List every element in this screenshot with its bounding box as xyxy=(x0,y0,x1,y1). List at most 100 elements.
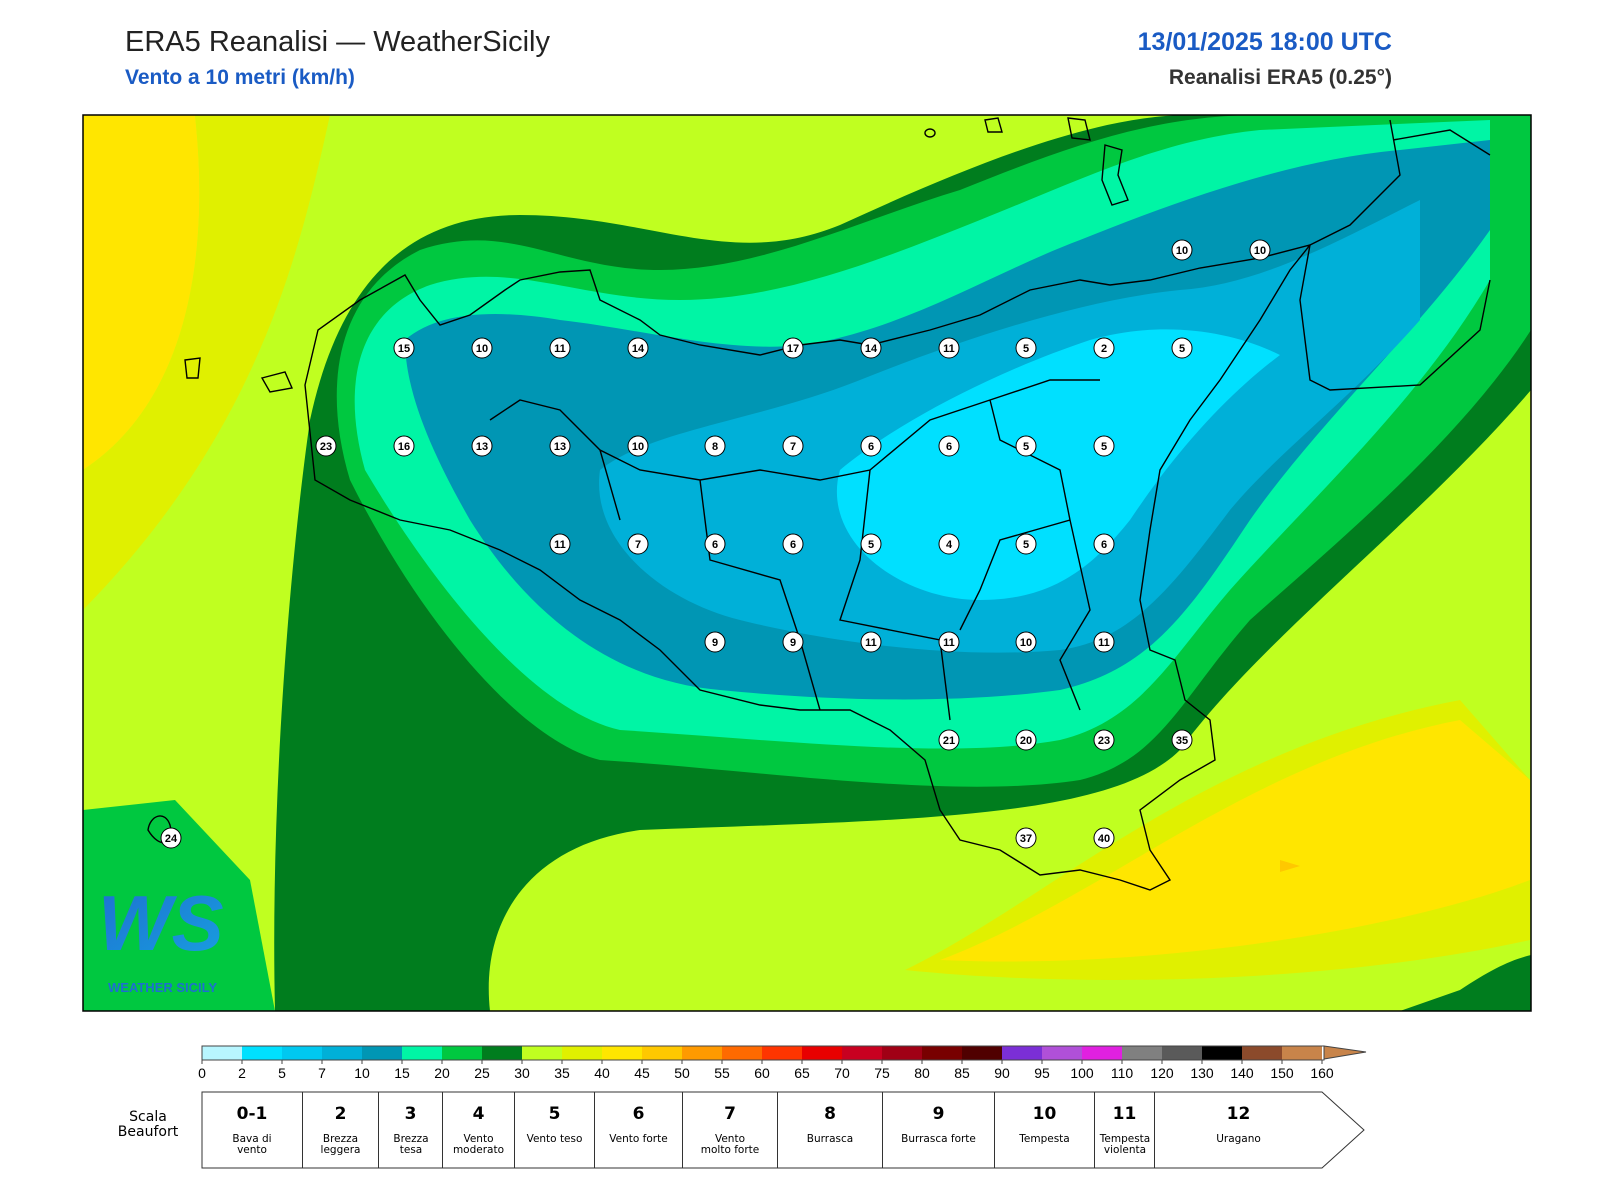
station-marker xyxy=(1015,631,1037,653)
colorbar-tick-label: 75 xyxy=(874,1065,890,1081)
beaufort-description: Bava di vento xyxy=(232,1133,272,1156)
station-value: 10 xyxy=(476,343,488,355)
coastlines xyxy=(147,117,1491,891)
beaufort-force: 11 xyxy=(1112,1104,1137,1124)
beaufort-frame xyxy=(201,1091,1365,1169)
colorbar-tick-label: 95 xyxy=(1034,1065,1050,1081)
station-value: 35 xyxy=(1176,735,1188,747)
beaufort-description: Vento forte xyxy=(609,1133,668,1145)
map-frame xyxy=(82,114,1532,1012)
station-value: 7 xyxy=(790,441,796,453)
station-marker xyxy=(627,337,649,359)
beaufort-force: 5 xyxy=(548,1104,561,1124)
colorbar-tick-label: 7 xyxy=(318,1065,326,1081)
title: ERA5 Reanalisi — WeatherSicily xyxy=(125,26,550,58)
station-value: 23 xyxy=(320,441,332,453)
station-value: 6 xyxy=(790,539,796,551)
beaufort-cell: 8 Burrasca xyxy=(777,1092,882,1168)
station-marker xyxy=(938,337,960,359)
colorbar-tick-label: 55 xyxy=(714,1065,730,1081)
colorbar-arrow xyxy=(1323,1045,1367,1060)
colorbar-segment xyxy=(762,1046,802,1060)
station-marker xyxy=(1171,239,1193,261)
station-value: 6 xyxy=(1101,539,1107,551)
station-marker xyxy=(1171,337,1193,359)
colorbar-tick-label: 45 xyxy=(634,1065,650,1081)
station-value: 21 xyxy=(943,735,955,747)
colorbar-tick-label: 5 xyxy=(278,1065,286,1081)
beaufort-cell: 3 Brezza tesa xyxy=(378,1092,442,1168)
beaufort-description: Burrasca xyxy=(806,1133,854,1145)
colorbar-segment xyxy=(602,1046,642,1060)
colorbar-segment xyxy=(642,1046,682,1060)
station-marker xyxy=(549,337,571,359)
colorbar-tick-label: 110 xyxy=(1111,1065,1134,1081)
beaufort-force: 4 xyxy=(472,1104,485,1124)
colorbar-tick-label: 160 xyxy=(1310,1065,1334,1081)
beaufort-cell: 12 Uragano xyxy=(1154,1092,1322,1168)
colorbar-tick-label: 65 xyxy=(794,1065,810,1081)
station-value: 16 xyxy=(398,441,410,453)
station-value: 14 xyxy=(865,343,878,355)
colorbar-segment xyxy=(1242,1046,1282,1060)
station-value: 11 xyxy=(943,343,955,355)
station-marker xyxy=(627,533,649,555)
station-marker xyxy=(1093,827,1115,849)
logo: WS WEATHER SICILY xyxy=(98,879,224,995)
beaufort-description: Vento molto forte xyxy=(700,1133,760,1156)
beaufort-description: Vento moderato xyxy=(452,1133,505,1156)
colorbar-segment xyxy=(1122,1046,1162,1060)
beaufort-cell: 2 Brezza leggera xyxy=(302,1092,378,1168)
station-value: 5 xyxy=(1023,441,1029,453)
station-value: 9 xyxy=(790,637,796,649)
beaufort-description: Burrasca forte xyxy=(901,1133,976,1145)
station-value: 8 xyxy=(712,441,718,453)
station-value: 2 xyxy=(1101,343,1107,355)
logo-text: WEATHER SICILY xyxy=(108,980,217,995)
station-marker xyxy=(1093,337,1115,359)
wind-field xyxy=(83,115,1531,1011)
colorbar-tick-label: 130 xyxy=(1190,1065,1214,1081)
station-value: 10 xyxy=(632,441,644,453)
station-marker xyxy=(860,337,882,359)
station-marker xyxy=(1015,435,1037,457)
colorbar-tick-label: 30 xyxy=(514,1065,530,1081)
colorbar-segment xyxy=(482,1046,522,1060)
beaufort-cell: 9 Burrasca forte xyxy=(882,1092,994,1168)
beaufort-label: Scala Beaufort xyxy=(117,1109,179,1140)
colorbar-tick-label: 80 xyxy=(914,1065,930,1081)
station-marker xyxy=(1015,729,1037,751)
station-marker xyxy=(704,631,726,653)
station-marker xyxy=(860,533,882,555)
station-marker xyxy=(1093,729,1115,751)
colorbar-segment xyxy=(842,1046,882,1060)
beaufort-force: 12 xyxy=(1226,1104,1251,1124)
colorbar-segment xyxy=(882,1046,922,1060)
station-value: 10 xyxy=(1020,637,1032,649)
station-marker xyxy=(938,533,960,555)
colorbar-segment xyxy=(722,1046,762,1060)
beaufort-description: Brezza tesa xyxy=(393,1133,429,1156)
station-marker xyxy=(1015,337,1037,359)
logo-mark: WS xyxy=(98,879,224,967)
colorbar-segment xyxy=(1082,1046,1122,1060)
station-marker xyxy=(1093,533,1115,555)
station-marker xyxy=(782,435,804,457)
beaufort-cell: 10 Tempesta xyxy=(994,1092,1094,1168)
station-marker xyxy=(704,533,726,555)
colorbar-tick-label: 25 xyxy=(474,1065,490,1081)
station-marker xyxy=(782,631,804,653)
station-marker xyxy=(938,729,960,751)
station-value: 37 xyxy=(1020,833,1032,845)
colorbar-tick-label: 20 xyxy=(434,1065,450,1081)
station-marker xyxy=(1015,533,1037,555)
colorbar-tick-label: 60 xyxy=(754,1065,770,1081)
station-marker xyxy=(1093,435,1115,457)
beaufort-description: Uragano xyxy=(1216,1133,1261,1145)
station-value: 5 xyxy=(1101,441,1107,453)
beaufort-force: 10 xyxy=(1032,1104,1057,1124)
colorbar-tick-label: 85 xyxy=(954,1065,970,1081)
station-marker xyxy=(471,435,493,457)
colorbar-segment xyxy=(1202,1046,1242,1060)
station-value: 7 xyxy=(635,539,641,551)
